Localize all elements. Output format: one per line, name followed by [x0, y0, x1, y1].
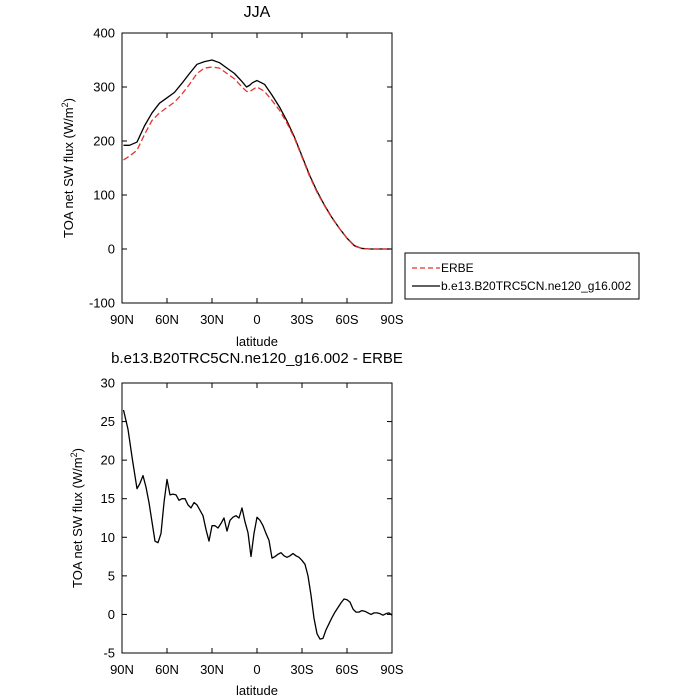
x-tick-label: 60S: [335, 312, 358, 327]
series-line-b-e13-b20trc5cn-ne120-g16-002: [123, 59, 391, 250]
y-axis-label: TOA net SW flux (W/m2): [69, 448, 85, 588]
x-tick-label: 30S: [290, 312, 313, 327]
legend: ERBE b.e13.B20TRC5CN.ne120_g16.002: [404, 252, 640, 300]
y-tick-label: 0: [108, 242, 115, 257]
bottom-chart-panel: b.e13.B20TRC5CN.ne120_g16.002 - ERBE -5 0…: [69, 350, 404, 698]
x-axis-label: latitude: [236, 683, 278, 698]
y-tick-label: 0: [108, 607, 115, 622]
x-tick-label: 60N: [155, 312, 179, 327]
legend-box: [404, 252, 640, 300]
x-tick-label: 60N: [155, 662, 179, 677]
x-tick-label: 90S: [380, 662, 403, 677]
x-tick-label: 90N: [110, 662, 134, 677]
series-line-b-e13-b20trc5cn-ne120-g16-002-erbe: [122, 409, 393, 640]
y-axis-label: TOA net SW flux (W/m2): [60, 98, 76, 238]
y-tick-label: 100: [93, 188, 115, 203]
x-tick-label: 60S: [335, 662, 358, 677]
x-tick-label: 30S: [290, 662, 313, 677]
y-tick-label: -5: [103, 646, 115, 661]
x-tick-label: 30N: [200, 312, 224, 327]
y-tick-label: 200: [93, 134, 115, 149]
y-tick-label: 20: [101, 453, 115, 468]
y-axis: -5 0 5 10 15 20 25 30: [101, 376, 392, 661]
y-tick-label: 15: [101, 491, 115, 506]
x-tick-label: 0: [253, 312, 260, 327]
x-axis: 90N 60N 30N 0 30S 60S 90S: [110, 33, 404, 327]
x-axis: 90N 60N 30N 0 30S 60S 90S: [110, 383, 404, 677]
y-tick-label: -100: [89, 296, 115, 311]
x-axis-label: latitude: [236, 334, 278, 349]
legend-label-erbe: ERBE: [441, 261, 474, 275]
y-axis: -100 0 100 200 300 400: [89, 26, 392, 311]
chart-title: b.e13.B20TRC5CN.ne120_g16.002 - ERBE: [111, 350, 403, 367]
series-line-erbe: [123, 66, 391, 250]
y-tick-label: 30: [101, 376, 115, 391]
series-lines: [123, 59, 391, 250]
legend-label-model: b.e13.B20TRC5CN.ne120_g16.002: [441, 279, 631, 293]
x-tick-label: 30N: [200, 662, 224, 677]
y-tick-label: 400: [93, 26, 115, 41]
chart-title: JJA: [244, 4, 271, 21]
x-tick-label: 90N: [110, 312, 134, 327]
y-tick-label: 5: [108, 568, 115, 583]
plot-frame: [121, 32, 393, 304]
series-lines: [122, 409, 393, 640]
y-tick-label: 10: [101, 530, 115, 545]
y-tick-label: 25: [101, 414, 115, 429]
x-tick-label: 0: [253, 662, 260, 677]
x-tick-label: 90S: [380, 312, 403, 327]
y-tick-label: 300: [93, 80, 115, 95]
